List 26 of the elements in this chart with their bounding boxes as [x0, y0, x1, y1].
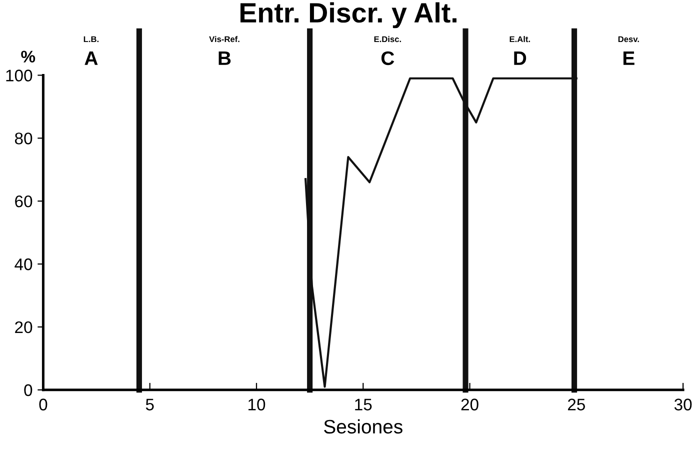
- text: Vis-Ref.: [209, 36, 240, 42]
- y-tick-label: 100: [6, 70, 32, 82]
- x-tick-label: 15: [355, 398, 372, 410]
- y-tick-label: 20: [15, 321, 32, 334]
- x-tick-label: 30: [674, 398, 692, 410]
- y-tick-label: 80: [14, 132, 32, 144]
- x-tick-label: 10: [248, 398, 266, 410]
- text: E.Disc.: [374, 36, 401, 42]
- y-tick-label: 40: [14, 258, 32, 270]
- y-tick-label: 60: [15, 195, 32, 208]
- x-tick-label: 20: [461, 398, 478, 410]
- chart-title: Entr. Discr. y Alt.: [240, 2, 456, 28]
- text: A: [84, 52, 98, 65]
- text: D: [514, 52, 526, 65]
- text: C: [381, 51, 394, 66]
- x-tick-label: 5: [146, 398, 154, 410]
- y-axis-title: %: [21, 50, 36, 62]
- x-tick-label: 25: [568, 398, 585, 410]
- text: Desv.: [618, 36, 639, 42]
- text: L.B.: [84, 36, 98, 42]
- x-tick-label: 0: [39, 398, 48, 410]
- text: E: [623, 52, 634, 65]
- text: E.Alt.: [510, 36, 530, 42]
- text: B: [218, 52, 231, 65]
- x-axis-title: Sesiones: [324, 419, 402, 434]
- y-tick-label: 0: [24, 384, 32, 396]
